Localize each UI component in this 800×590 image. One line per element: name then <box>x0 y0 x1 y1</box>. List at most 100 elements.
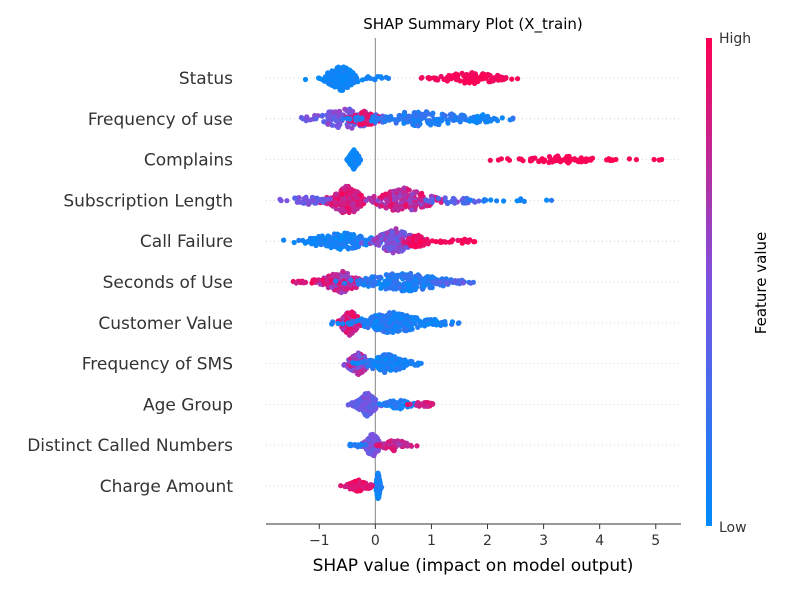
shap-point <box>459 112 465 118</box>
shap-point <box>357 116 363 123</box>
shap-point <box>483 75 489 81</box>
shap-point <box>544 197 550 203</box>
shap-point <box>281 237 287 243</box>
shap-point <box>456 278 462 284</box>
shap-point <box>375 475 381 482</box>
shap-point <box>332 200 338 206</box>
shap-point <box>378 282 384 288</box>
shap-point <box>284 198 290 204</box>
shap-point <box>367 441 373 447</box>
shap-point <box>372 237 378 243</box>
shap-point <box>363 401 369 407</box>
shap-point <box>486 116 492 122</box>
shap-point <box>325 70 331 76</box>
shap-point <box>371 193 377 200</box>
shap-point <box>335 320 341 326</box>
shap-point <box>298 114 304 121</box>
feature-label: Status <box>179 69 233 89</box>
shap-point <box>344 115 350 121</box>
shap-point <box>342 273 348 279</box>
shap-point <box>444 280 450 286</box>
shap-point <box>348 186 354 192</box>
feature-label: Subscription Length <box>63 191 233 211</box>
shap-point <box>449 319 455 325</box>
shap-point <box>354 360 360 366</box>
shap-point <box>347 481 353 487</box>
shap-point <box>509 76 515 82</box>
shap-point <box>353 162 359 168</box>
shap-point <box>378 74 384 80</box>
shap-point <box>340 207 346 213</box>
shap-point <box>354 201 360 208</box>
shap-point <box>462 200 468 206</box>
shap-point <box>301 196 307 202</box>
shap-point <box>313 242 319 249</box>
shap-point <box>453 72 459 79</box>
shap-point <box>486 79 492 85</box>
shap-point <box>377 232 383 239</box>
shap-point <box>312 235 318 242</box>
shap-point <box>610 157 616 163</box>
shap-point <box>588 157 594 163</box>
shap-point <box>369 279 375 285</box>
shap-point <box>369 118 375 124</box>
shap-point <box>342 68 349 74</box>
feature-label: Age Group <box>143 395 233 415</box>
shap-point <box>501 198 507 204</box>
feature-label: Frequency of SMS <box>82 355 233 375</box>
shap-point <box>461 78 467 84</box>
shap-point <box>328 236 334 242</box>
shap-point <box>445 120 451 126</box>
shap-point <box>358 192 364 198</box>
shap-point <box>520 158 526 164</box>
shap-point <box>418 75 424 81</box>
shap-point <box>344 244 350 250</box>
shap-point <box>383 196 389 202</box>
shap-point <box>399 359 405 365</box>
shap-point <box>383 356 389 362</box>
shap-point <box>406 113 412 119</box>
shap-point <box>397 272 403 278</box>
shap-point <box>418 193 424 199</box>
shap-point <box>426 281 432 287</box>
shap-point <box>435 195 441 201</box>
shap-point <box>391 196 397 203</box>
feature-label: Charge Amount <box>100 477 234 497</box>
shap-point <box>404 401 411 408</box>
shap-point <box>395 117 401 123</box>
shap-point <box>422 277 428 283</box>
shap-point <box>346 209 352 216</box>
shap-point <box>651 156 657 163</box>
beeswarm-points <box>277 64 665 501</box>
shap-point <box>515 76 521 82</box>
shap-point <box>366 405 373 411</box>
shap-point <box>303 279 309 285</box>
shap-point <box>387 232 394 238</box>
shap-point <box>317 75 323 81</box>
shap-point <box>633 157 640 163</box>
shap-point <box>348 82 354 88</box>
shap-point <box>390 360 396 367</box>
shap-point <box>412 276 418 282</box>
shap-point <box>421 238 428 244</box>
shap-point <box>499 115 505 121</box>
shap-point <box>330 319 336 325</box>
shap-point <box>328 73 334 79</box>
shap-point <box>414 236 420 242</box>
shap-point <box>472 239 478 245</box>
shap-point <box>324 201 330 207</box>
shap-point <box>368 449 374 455</box>
shap-point <box>390 328 396 335</box>
shap-point <box>458 237 464 244</box>
shap-point <box>383 352 389 358</box>
shap-point <box>411 242 418 248</box>
shap-point <box>413 118 419 124</box>
shap-point <box>396 244 402 250</box>
shap-point <box>437 238 444 244</box>
shap-point <box>455 320 461 326</box>
shap-point <box>337 246 343 252</box>
shap-point <box>292 195 298 201</box>
shap-point <box>353 117 359 123</box>
shap-point <box>566 153 572 159</box>
shap-point <box>469 70 475 76</box>
